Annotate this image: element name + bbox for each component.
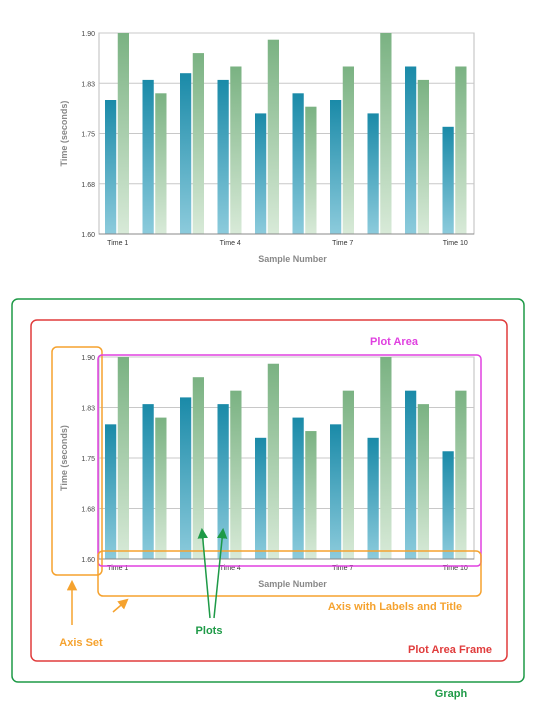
top-bar-s2-3 <box>193 53 204 234</box>
top-bar-s2-8 <box>380 33 391 234</box>
bottom-bar-s1-8 <box>368 438 379 559</box>
bottom-y-tick-label: 1.68 <box>81 507 95 514</box>
axis-labels-arrow <box>113 600 127 612</box>
chart-top: 1.90 1.83 1.75 1.68 1.60 Time 1 Time 4 Time 7 Ti… <box>59 31 474 264</box>
bottom-bar-s1-7 <box>330 424 341 559</box>
top-y-tick-label: 1.83 <box>81 81 95 88</box>
top-x-axis-title: Sample Number <box>258 254 327 264</box>
bottom-y-tick-label: 1.75 <box>81 456 95 463</box>
top-bar-s2-1 <box>118 33 129 234</box>
top-bar-s2-6 <box>305 107 316 234</box>
bottom-y-tick-label: 1.60 <box>81 557 95 564</box>
top-y-tick-label: 1.60 <box>81 232 95 239</box>
bottom-bar-s2-10 <box>455 391 466 559</box>
plot-area-label: Plot Area <box>370 336 419 348</box>
bottom-bar-s1-6 <box>293 418 304 559</box>
top-bar-s1-6 <box>293 93 304 234</box>
bottom-bar-s2-9 <box>418 404 429 559</box>
axis-set-label: Axis Set <box>59 637 103 649</box>
top-bar-s2-9 <box>418 80 429 234</box>
top-bar-s1-9 <box>405 67 416 235</box>
plots-label: Plots <box>196 625 223 637</box>
top-bar-s1-2 <box>143 80 154 234</box>
bottom-bar-s1-5 <box>255 438 266 559</box>
bottom-bar-s2-5 <box>268 364 279 559</box>
top-bar-s1-7 <box>330 100 341 234</box>
bottom-bar-s2-7 <box>343 391 354 559</box>
bottom-y-tick-label: 1.83 <box>81 406 95 413</box>
top-bar-s2-5 <box>268 40 279 234</box>
bottom-y-axis-title: Time (seconds) <box>59 425 69 491</box>
top-bar-s1-5 <box>255 113 266 234</box>
top-bar-s1-3 <box>180 73 191 234</box>
axis-labels-title-label: Axis with Labels and Title <box>328 601 462 613</box>
bottom-bar-s2-2 <box>155 418 166 559</box>
top-y-tick-label: 1.68 <box>81 182 95 189</box>
bottom-bar-s2-8 <box>380 357 391 559</box>
top-x-tick-label: Time 1 <box>107 240 128 247</box>
top-x-tick-label: Time 10 <box>443 240 468 247</box>
bottom-bar-s1-2 <box>143 404 154 559</box>
bottom-bar-s2-6 <box>305 431 316 559</box>
bottom-bar-s1-3 <box>180 397 191 559</box>
top-bar-s1-4 <box>218 80 229 234</box>
top-y-axis-title: Time (seconds) <box>59 101 69 167</box>
bottom-bar-s2-4 <box>230 391 241 559</box>
top-x-tick-label: Time 4 <box>220 240 241 247</box>
top-bar-s2-7 <box>343 67 354 235</box>
top-x-tick-label: Time 7 <box>332 240 353 247</box>
bottom-bar-s2-1 <box>118 357 129 559</box>
top-bar-s1-1 <box>105 100 116 234</box>
bottom-x-axis-title: Sample Number <box>258 579 327 589</box>
bottom-bar-s1-1 <box>105 424 116 559</box>
bottom-bar-s1-9 <box>405 391 416 559</box>
top-y-tick-label: 1.75 <box>81 132 95 139</box>
top-bar-s1-10 <box>443 127 454 234</box>
top-bar-s2-10 <box>455 67 466 235</box>
bottom-bar-s1-10 <box>443 451 454 559</box>
top-bar-s2-4 <box>230 67 241 235</box>
top-bar-s1-8 <box>368 113 379 234</box>
graph-label: Graph <box>435 688 468 700</box>
plot-area-frame-label: Plot Area Frame <box>408 644 492 656</box>
top-bar-s2-2 <box>155 93 166 234</box>
bottom-y-tick-label: 1.90 <box>81 355 95 362</box>
top-y-tick-label: 1.90 <box>81 31 95 38</box>
